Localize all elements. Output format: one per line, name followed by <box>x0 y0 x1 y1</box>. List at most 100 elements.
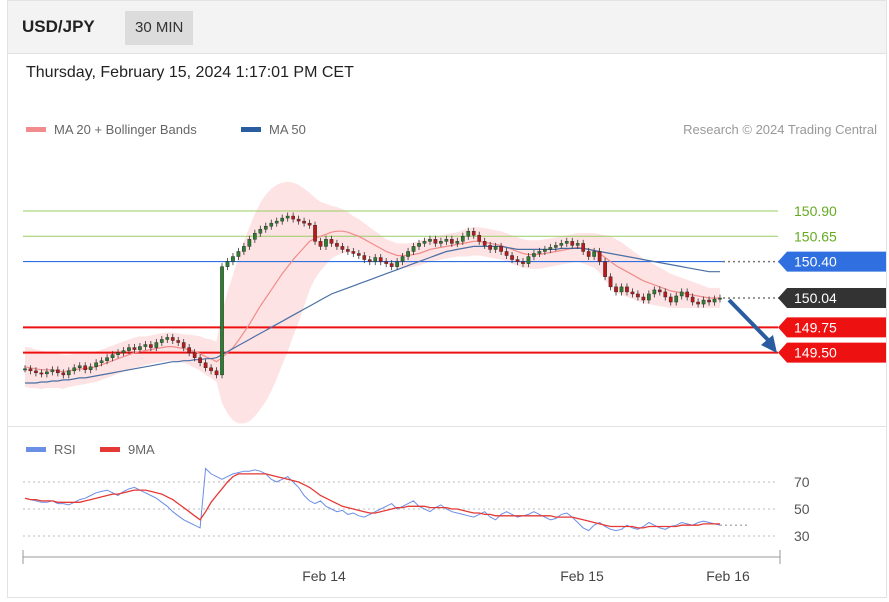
candle <box>110 351 115 362</box>
candle <box>302 217 306 227</box>
candle-body <box>367 259 372 262</box>
candle <box>291 212 295 223</box>
timeframe-button[interactable]: 30 MIN <box>125 11 194 45</box>
candle-body <box>696 301 700 305</box>
candle <box>373 253 378 266</box>
candle <box>88 363 93 374</box>
candle-body <box>395 261 399 267</box>
rsi-line <box>24 467 721 532</box>
candle <box>712 295 717 306</box>
candle <box>50 366 55 376</box>
candle-body <box>209 367 213 372</box>
candle-body <box>548 247 553 250</box>
candle-body <box>400 256 405 262</box>
candle <box>521 258 525 268</box>
candle-body <box>406 251 410 257</box>
candle-body <box>313 224 317 242</box>
candle <box>318 237 323 250</box>
candle <box>504 247 509 260</box>
candle <box>356 249 361 260</box>
candle-body <box>77 365 82 369</box>
candle <box>663 288 668 301</box>
candle <box>77 362 82 372</box>
key-level-support-5: 149.50 <box>23 342 886 363</box>
key-level-resistance-0: 150.90 <box>23 203 837 219</box>
ma20-line <box>24 230 720 373</box>
candle-body <box>384 261 389 264</box>
candle <box>127 344 131 355</box>
ma50-swatch <box>241 127 261 132</box>
x-tick-label: Feb 15 <box>560 568 604 584</box>
candle <box>203 359 208 372</box>
candle-body <box>482 241 487 246</box>
candle-body <box>526 256 531 264</box>
candle-body <box>83 365 88 371</box>
candle <box>657 286 662 296</box>
candle <box>72 364 77 375</box>
candle-body <box>417 243 421 247</box>
forecast-arrow-shaft <box>727 298 774 346</box>
candle <box>28 365 33 375</box>
candle-body <box>165 337 170 340</box>
candle-body <box>356 253 361 256</box>
candle <box>597 247 602 266</box>
candle-body <box>231 256 235 262</box>
candle-body <box>121 350 126 353</box>
candle-body <box>28 368 33 372</box>
candle-body <box>66 370 71 376</box>
candle-body <box>553 245 558 248</box>
candle <box>641 293 646 304</box>
candle <box>225 258 230 271</box>
candle-body <box>685 291 689 298</box>
candle-body <box>263 225 268 230</box>
candle <box>187 344 192 357</box>
candle <box>253 229 257 243</box>
candle-body <box>422 241 427 244</box>
candle <box>668 293 673 306</box>
candle <box>307 219 312 229</box>
candle-body <box>428 239 432 242</box>
candle <box>460 232 465 245</box>
candle-body <box>225 261 230 267</box>
candle-body <box>690 296 695 303</box>
candle <box>94 359 98 371</box>
legend-ma20: MA 20 + Bollinger Bands <box>26 122 197 137</box>
key-level-last-3: 150.04 <box>723 288 886 308</box>
candle <box>39 369 44 378</box>
key-level-pivot-2: 150.40 <box>23 251 886 272</box>
candle-body <box>340 246 345 250</box>
candle <box>477 231 482 245</box>
candle <box>274 217 279 227</box>
candle <box>23 365 27 373</box>
candle-body <box>488 245 492 250</box>
candle-body <box>444 239 449 242</box>
candle <box>679 288 684 300</box>
candle <box>685 288 689 301</box>
candle <box>66 367 71 379</box>
candle-body <box>389 263 394 267</box>
candle <box>269 219 274 230</box>
candle-body <box>707 299 711 303</box>
rsi-tick-label: 70 <box>794 474 810 490</box>
legend-ma50-label: MA 50 <box>269 122 306 137</box>
candle-body <box>132 347 137 350</box>
candle <box>362 251 367 264</box>
candle-body <box>351 251 356 254</box>
candle-body <box>504 251 509 256</box>
candle-body <box>61 372 66 376</box>
candle <box>83 362 88 374</box>
x-tick-label: Feb 14 <box>302 568 346 584</box>
candle <box>674 292 679 306</box>
chart-widget: USD/JPY 30 MIN Thursday, February 15, 20… <box>7 0 887 598</box>
candle-body <box>701 299 706 305</box>
candle-body <box>274 220 279 224</box>
candle <box>630 288 635 298</box>
candle-body <box>510 255 514 260</box>
panel-divider <box>8 426 886 427</box>
candle <box>220 263 224 379</box>
candle <box>143 340 148 351</box>
support-tag <box>778 342 886 363</box>
candle-body <box>285 215 290 219</box>
candle <box>236 247 241 261</box>
candle-body <box>335 243 339 247</box>
